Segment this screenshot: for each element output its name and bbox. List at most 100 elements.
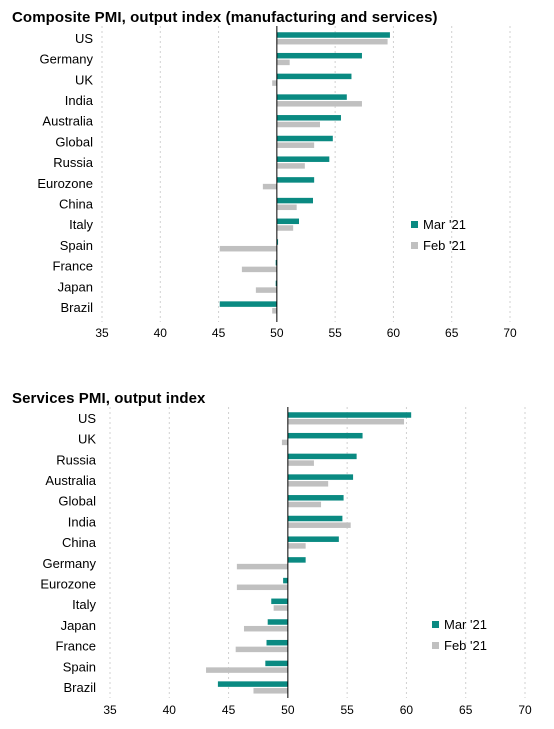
- bar-feb-21: [276, 59, 290, 66]
- tick-label: 50: [281, 703, 295, 717]
- legend-swatch-mar-21: [411, 221, 418, 228]
- bar-feb-21: [276, 204, 297, 211]
- category-label: Spain: [60, 238, 93, 253]
- category-label: US: [78, 411, 96, 426]
- category-label: Brazil: [63, 680, 96, 695]
- tick-label: 70: [503, 326, 517, 340]
- bar-mar-21: [271, 598, 288, 605]
- category-label: Italy: [69, 217, 93, 232]
- category-label: Russia: [53, 155, 94, 170]
- category-label: UK: [75, 72, 93, 87]
- bar-mar-21: [287, 495, 344, 501]
- bar-mar-21: [267, 619, 288, 625]
- legend-swatch-feb-21: [432, 642, 439, 649]
- composite-pmi-chart: US Germany UK India Australia Global Russia Eur…: [37, 26, 517, 340]
- category-label: India: [68, 514, 97, 529]
- category-label: Germany: [40, 52, 94, 67]
- bar-mar-21: [276, 239, 279, 245]
- bar-feb-21: [287, 522, 351, 528]
- bar-feb-21: [219, 245, 277, 252]
- bar-feb-21: [235, 646, 288, 653]
- bar-mar-21: [287, 515, 343, 522]
- category-label: Eurozone: [40, 576, 96, 591]
- bar-feb-21: [272, 308, 277, 314]
- chart-title-services: Services PMI, output index: [12, 390, 206, 407]
- bar-feb-21: [253, 688, 288, 694]
- bar-mar-21: [265, 660, 288, 667]
- category-label: Eurozone: [37, 176, 93, 191]
- bar-feb-21: [287, 481, 329, 487]
- tick-label: 55: [328, 326, 342, 340]
- bar-mar-21: [276, 156, 330, 162]
- chart-title-composite: Composite PMI, output index (manufacturi…: [12, 9, 438, 26]
- bar-feb-21: [287, 418, 405, 425]
- bar-mar-21: [287, 453, 357, 460]
- bar-mar-21: [275, 259, 277, 266]
- bar-feb-21: [276, 121, 320, 128]
- bar-mar-21: [276, 177, 315, 183]
- bar-feb-21: [276, 101, 362, 107]
- bar-feb-21: [276, 225, 294, 231]
- legend-swatch-feb-21: [411, 242, 418, 249]
- category-label: Australia: [45, 473, 96, 488]
- tick-label: 35: [103, 703, 117, 717]
- bar-mar-21: [275, 280, 277, 287]
- tick-label: 60: [400, 703, 414, 717]
- category-label: Italy: [72, 597, 96, 612]
- category-label: Russia: [56, 452, 97, 467]
- bar-mar-21: [217, 681, 288, 687]
- legend-label-feb-21: Feb '21: [444, 638, 487, 653]
- bar-feb-21: [273, 605, 288, 611]
- bar-mar-21: [276, 52, 362, 59]
- bar-mar-21: [276, 32, 390, 38]
- bar-feb-21: [276, 38, 388, 45]
- category-label: India: [65, 93, 94, 108]
- tick-label: 60: [387, 326, 401, 340]
- bar-mar-21: [287, 474, 354, 480]
- bar-feb-21: [281, 439, 288, 446]
- category-label: Global: [58, 494, 96, 509]
- category-label: Japan: [61, 618, 96, 633]
- legend-label-mar-21: Mar '21: [423, 217, 466, 232]
- tick-label: 40: [163, 703, 177, 717]
- tick-label: 45: [222, 703, 236, 717]
- tick-label: 70: [518, 703, 532, 717]
- bar-feb-21: [262, 183, 277, 190]
- tick-label: 65: [459, 703, 473, 717]
- category-label: China: [59, 196, 94, 211]
- category-label: Germany: [43, 556, 97, 571]
- bar-mar-21: [276, 135, 333, 142]
- tick-label: 65: [445, 326, 459, 340]
- bar-feb-21: [255, 287, 277, 293]
- category-label: China: [62, 535, 97, 550]
- bar-mar-21: [276, 197, 313, 204]
- bar-feb-21: [272, 80, 277, 86]
- bar-mar-21: [266, 639, 288, 646]
- legend-label-mar-21: Mar '21: [444, 617, 487, 632]
- bar-mar-21: [276, 115, 341, 121]
- legend-swatch-mar-21: [432, 621, 439, 628]
- category-label: Global: [55, 134, 93, 149]
- category-label: Japan: [58, 279, 93, 294]
- bar-mar-21: [287, 557, 306, 563]
- bar-feb-21: [241, 266, 277, 273]
- category-label: US: [75, 31, 93, 46]
- bar-feb-21: [243, 625, 288, 632]
- bar-mar-21: [287, 432, 363, 439]
- bar-feb-21: [236, 584, 288, 591]
- bar-feb-21: [287, 460, 314, 466]
- bar-feb-21: [206, 667, 288, 673]
- bar-mar-21: [276, 94, 347, 100]
- bar-mar-21: [287, 536, 339, 542]
- category-label: France: [53, 259, 93, 274]
- bar-feb-21: [287, 501, 322, 508]
- bar-feb-21: [287, 543, 306, 549]
- bar-mar-21: [283, 577, 288, 584]
- category-label: France: [56, 639, 96, 654]
- bar-mar-21: [287, 412, 412, 418]
- tick-label: 55: [340, 703, 354, 717]
- bar-feb-21: [236, 563, 288, 570]
- bar-feb-21: [276, 142, 315, 148]
- tick-label: 50: [270, 326, 284, 340]
